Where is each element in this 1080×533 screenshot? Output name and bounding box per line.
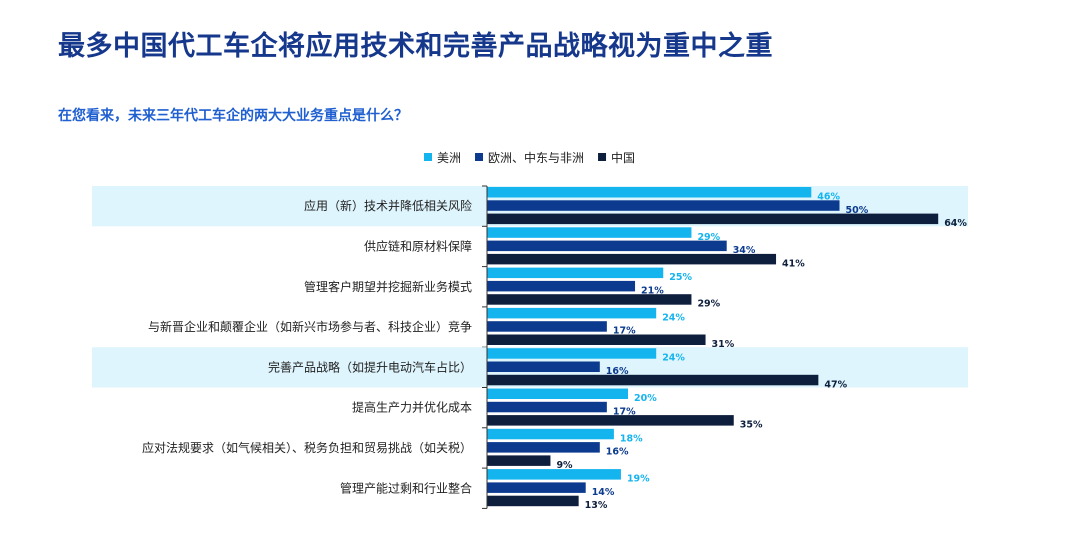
bar bbox=[487, 348, 657, 359]
bar bbox=[487, 388, 628, 399]
legend-swatch bbox=[598, 153, 607, 161]
bar bbox=[487, 469, 621, 480]
bar bbox=[487, 374, 819, 386]
bar bbox=[487, 361, 600, 372]
data-label: 47% bbox=[824, 379, 847, 390]
bar bbox=[487, 240, 727, 252]
bar bbox=[487, 455, 551, 466]
data-label: 20% bbox=[634, 393, 657, 404]
data-label: 64% bbox=[944, 218, 967, 229]
data-label: 50% bbox=[846, 205, 869, 216]
data-label: 16% bbox=[606, 447, 629, 458]
bar bbox=[487, 280, 636, 292]
data-label: 46% bbox=[817, 192, 840, 203]
bar bbox=[487, 482, 586, 493]
bar bbox=[487, 307, 657, 319]
chart-question: 在您看来，未来三年代工车企的两大大业务重点是什么？ bbox=[58, 108, 408, 124]
data-label: 29% bbox=[697, 232, 720, 243]
bar bbox=[487, 321, 607, 332]
category-label: 与新晋企业和颠覆企业（如新兴市场参与者、科技企业）竞争 bbox=[148, 319, 472, 334]
bar bbox=[487, 294, 692, 305]
data-label: 24% bbox=[662, 353, 685, 364]
data-label: 29% bbox=[697, 299, 720, 310]
data-label: 24% bbox=[662, 312, 685, 323]
bar bbox=[487, 442, 600, 453]
bar bbox=[487, 227, 692, 238]
bar bbox=[487, 401, 607, 413]
data-label: 18% bbox=[620, 433, 643, 444]
page-title: 最多中国代工车企将应用技术和完善产品战略视为重中之重 bbox=[58, 31, 773, 62]
legend-label: 美洲 bbox=[437, 151, 461, 165]
bar bbox=[487, 495, 579, 507]
category-label: 管理产能过剩和行业整合 bbox=[340, 480, 472, 495]
legend-swatch bbox=[475, 153, 484, 161]
data-label: 16% bbox=[606, 366, 629, 377]
data-label: 21% bbox=[641, 285, 664, 296]
data-label: 19% bbox=[627, 474, 650, 485]
category-label: 应对法规要求（如气候相关）、税务负担和贸易挑战（如关税） bbox=[142, 440, 472, 455]
data-label: 41% bbox=[782, 258, 805, 269]
category-label: 提高生产力并优化成本 bbox=[352, 400, 472, 415]
legend-label: 欧洲、中东与非洲 bbox=[488, 150, 584, 165]
bar bbox=[487, 187, 812, 198]
data-label: 35% bbox=[740, 420, 763, 431]
bar bbox=[487, 428, 614, 440]
data-label: 14% bbox=[592, 487, 615, 498]
data-label: 34% bbox=[733, 245, 756, 256]
category-label: 供应链和原材料保障 bbox=[364, 238, 472, 253]
data-label: 13% bbox=[585, 500, 608, 511]
bar bbox=[487, 267, 664, 279]
bar bbox=[487, 253, 777, 265]
bar bbox=[487, 334, 706, 345]
bar bbox=[487, 213, 939, 225]
data-label: 31% bbox=[712, 339, 735, 350]
data-label: 9% bbox=[556, 460, 573, 471]
category-label: 完善产品战略（如提升电动汽车占比） bbox=[268, 359, 472, 374]
category-label: 管理客户期望并挖掘新业务模式 bbox=[304, 279, 472, 294]
bar bbox=[487, 415, 734, 426]
category-label: 应用（新）技术并降低相关风险 bbox=[304, 198, 472, 213]
data-label: 17% bbox=[613, 406, 636, 417]
legend-swatch bbox=[424, 153, 432, 161]
legend-label: 中国 bbox=[611, 150, 635, 165]
bar bbox=[487, 200, 840, 211]
data-label: 25% bbox=[669, 272, 692, 283]
data-label: 17% bbox=[613, 326, 636, 337]
